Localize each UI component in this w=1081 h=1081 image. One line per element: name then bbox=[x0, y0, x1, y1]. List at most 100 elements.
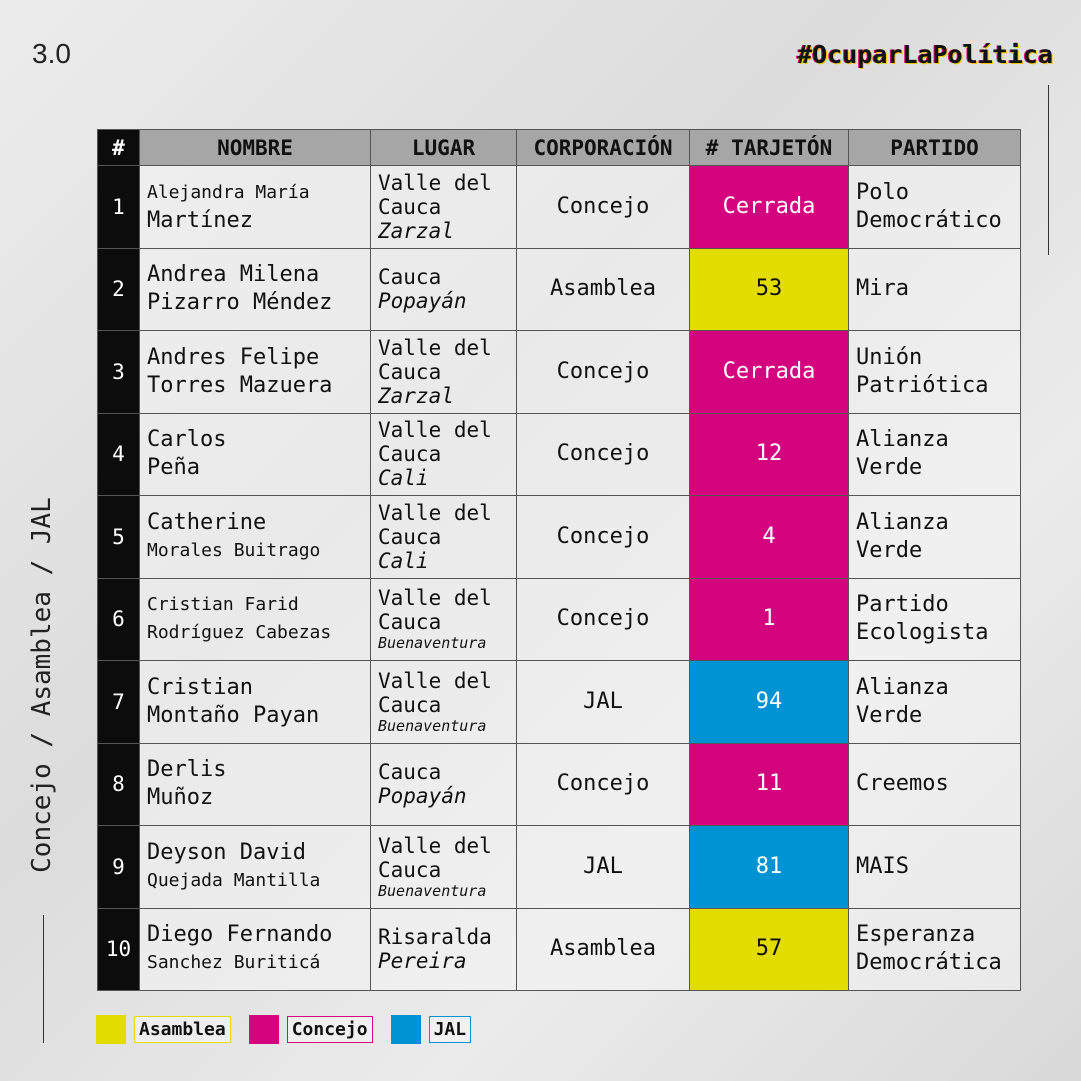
legend-item: JAL bbox=[390, 1015, 472, 1044]
page-number: 3.0 bbox=[32, 38, 71, 69]
name-cell: Alejandra María Martínez bbox=[139, 165, 371, 249]
city: Cali bbox=[378, 466, 429, 491]
name-line: Cristian Farid bbox=[147, 594, 299, 616]
party: Polo Democrático bbox=[848, 165, 1021, 249]
name-line: Rodríguez Cabezas bbox=[147, 622, 332, 644]
place-cell: Valle del Cauca Buenaventura bbox=[370, 660, 517, 744]
table-row: 9 Deyson David Quejada Mantilla Valle del C… bbox=[97, 825, 1021, 909]
legend-item: Asamblea bbox=[96, 1015, 231, 1044]
name-line: Morales Buitrago bbox=[147, 539, 321, 561]
corporation: Asamblea bbox=[516, 907, 690, 991]
corporation: Concejo bbox=[516, 330, 690, 414]
department: Cauca bbox=[378, 760, 442, 785]
party: MAIS bbox=[848, 825, 1021, 909]
name-line: Deyson David bbox=[147, 839, 306, 865]
table-row: 7 Cristian Montaño Payan Valle del Cauca Bue… bbox=[97, 660, 1021, 744]
table-row: 1 Alejandra María Martínez Valle del Cauca Z… bbox=[97, 165, 1021, 249]
hashtag: #OcuparLaPolítica bbox=[797, 40, 1053, 69]
place-cell: Valle del Cauca Cali bbox=[370, 495, 517, 579]
name-cell: Cristian Farid Rodríguez Cabezas bbox=[139, 577, 371, 661]
name-cell: Catherine Morales Buitrago bbox=[139, 495, 371, 579]
city: Zarzal bbox=[378, 218, 454, 243]
row-number: 3 bbox=[97, 330, 140, 414]
party: Alianza Verde bbox=[848, 660, 1021, 744]
department: Valle del Cauca bbox=[378, 833, 492, 882]
row-number: 4 bbox=[97, 412, 140, 496]
table-row: 2 Andrea Milena Pizarro Méndez Cauca Popayán… bbox=[97, 247, 1021, 331]
name-line: Andres Felipe bbox=[147, 344, 320, 370]
place-cell: Valle del Cauca Buenaventura bbox=[370, 577, 517, 661]
name-cell: Deyson David Quejada Mantilla bbox=[139, 825, 371, 909]
ballot-number: 81 bbox=[689, 825, 849, 909]
table-row: 5 Catherine Morales Buitrago Valle del Cauc… bbox=[97, 495, 1021, 579]
corporation: JAL bbox=[516, 660, 690, 744]
ballot-number: 57 bbox=[689, 907, 849, 991]
side-label: Concejo / Asamblea / JAL bbox=[27, 497, 57, 873]
corporation: JAL bbox=[516, 825, 690, 909]
legend-label: Asamblea bbox=[134, 1016, 231, 1043]
party: Alianza Verde bbox=[848, 412, 1021, 496]
name-line: Sanchez Buriticá bbox=[147, 952, 321, 974]
ballot-number: 94 bbox=[689, 660, 849, 744]
name-line: Torres Mazuera bbox=[147, 372, 333, 398]
department: Valle del Cauca bbox=[378, 500, 492, 549]
ballot-number: 53 bbox=[689, 247, 849, 331]
name-line: Carlos bbox=[147, 427, 227, 453]
name-cell: Andrea Milena Pizarro Méndez bbox=[139, 247, 371, 331]
name-line: Muñoz bbox=[147, 785, 214, 811]
place-cell: Cauca Popayán bbox=[370, 247, 517, 331]
corporation: Concejo bbox=[516, 412, 690, 496]
city: Popayán bbox=[378, 784, 467, 809]
name-line: Alejandra María bbox=[147, 181, 310, 203]
name-line: Pizarro Méndez bbox=[147, 290, 333, 316]
name-line: Montaño Payan bbox=[147, 702, 320, 728]
place-cell: Valle del Cauca Zarzal bbox=[370, 165, 517, 249]
column-header: # bbox=[97, 129, 140, 166]
city: Zarzal bbox=[378, 383, 454, 408]
name-cell: Carlos Peña bbox=[139, 412, 371, 496]
party: Unión Patriótica bbox=[848, 330, 1021, 414]
column-header: CORPORACIÓN bbox=[516, 129, 690, 166]
corporation: Concejo bbox=[516, 577, 690, 661]
place-cell: Cauca Popayán bbox=[370, 742, 517, 826]
department: Valle del Cauca bbox=[378, 668, 492, 717]
party: Alianza Verde bbox=[848, 495, 1021, 579]
name-cell: Cristian Montaño Payan bbox=[139, 660, 371, 744]
name-line: Catherine bbox=[147, 509, 267, 535]
party: Creemos bbox=[848, 742, 1021, 826]
name-cell: Derlis Muñoz bbox=[139, 742, 371, 826]
city: Popayán bbox=[378, 289, 467, 314]
candidates-table: # NOMBRE LUGAR CORPORACIÓN # TARJETÓN PARTIDO… bbox=[97, 129, 1021, 991]
city: Buenaventura bbox=[378, 716, 487, 735]
name-line: Derlis bbox=[147, 757, 227, 783]
department: Valle del Cauca bbox=[378, 586, 492, 635]
legend-swatch bbox=[248, 1015, 279, 1044]
name-cell: Andres Felipe Torres Mazuera bbox=[139, 330, 371, 414]
legend-swatch bbox=[390, 1015, 421, 1044]
legend: Asamblea Concejo JAL bbox=[96, 1015, 472, 1044]
table-row: 3 Andres Felipe Torres Mazuera Valle del Ca… bbox=[97, 330, 1021, 414]
legend-label: Concejo bbox=[286, 1016, 373, 1043]
ballot-number: 12 bbox=[689, 412, 849, 496]
row-number: 2 bbox=[97, 247, 140, 331]
ballot-number: Cerrada bbox=[689, 330, 849, 414]
name-line: Andrea Milena bbox=[147, 262, 320, 288]
row-number: 5 bbox=[97, 495, 140, 579]
column-header: LUGAR bbox=[370, 129, 517, 166]
ballot-number: 1 bbox=[689, 577, 849, 661]
divider bbox=[43, 915, 44, 1043]
corporation: Concejo bbox=[516, 742, 690, 826]
city: Buenaventura bbox=[378, 634, 487, 653]
department: Cauca bbox=[378, 265, 442, 290]
city: Pereira bbox=[378, 949, 467, 974]
party: Esperanza Democrática bbox=[848, 907, 1021, 991]
ballot-number: Cerrada bbox=[689, 165, 849, 249]
table-row: 10 Diego Fernando Sanchez Buriticá Risarald… bbox=[97, 907, 1021, 991]
row-number: 9 bbox=[97, 825, 140, 909]
name-line: Diego Fernando bbox=[147, 922, 333, 948]
row-number: 1 bbox=[97, 165, 140, 249]
party: Mira bbox=[848, 247, 1021, 331]
place-cell: Valle del Cauca Cali bbox=[370, 412, 517, 496]
department: Valle del Cauca bbox=[378, 170, 492, 219]
